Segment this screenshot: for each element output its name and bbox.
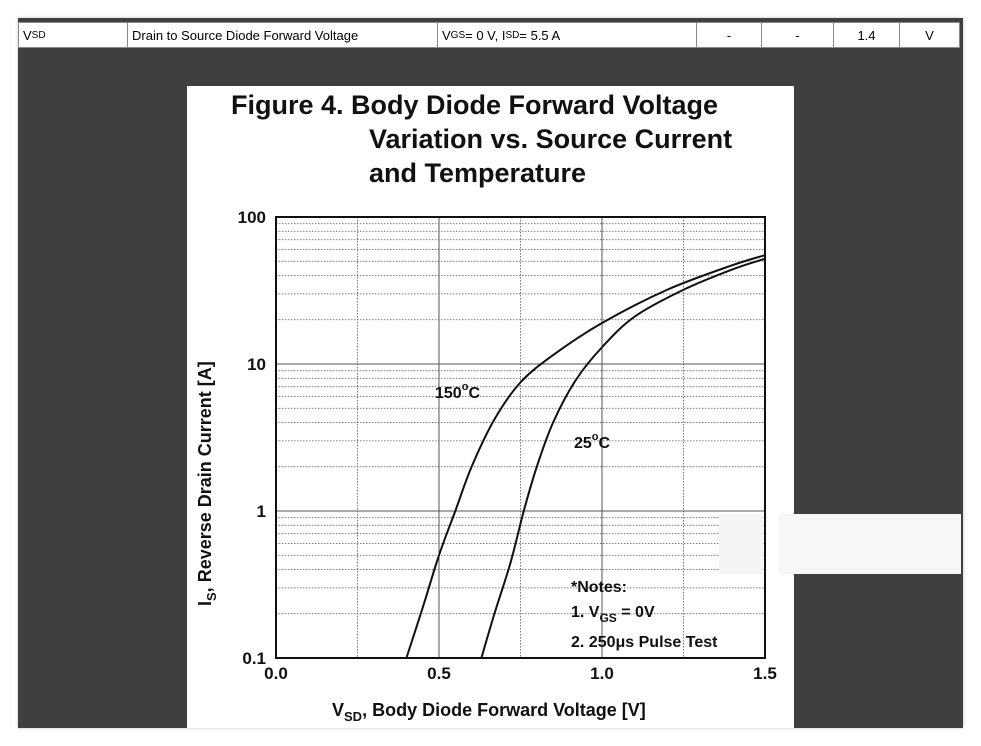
y-tick-label: 100	[238, 208, 266, 227]
figure-title-line-1: Figure 4. Body Diode Forward Voltage	[231, 90, 719, 120]
unit-cell: V	[900, 23, 959, 47]
symbol-cell: V SD	[19, 23, 128, 47]
parameter-text: Drain to Source Diode Forward Voltage	[132, 27, 359, 43]
figure-title-line-2: Variation vs. Source Current	[369, 124, 733, 154]
cond-b-sub: SD	[505, 29, 520, 41]
note-2: 2. 250μs Pulse Test	[571, 634, 718, 651]
cond-b: = 0 V, I	[465, 27, 506, 43]
scan-artifact-right	[779, 514, 961, 574]
x-tick-label: 0.0	[264, 664, 288, 683]
minor-gridlines	[276, 217, 765, 658]
y-axis-title: IS, Reverse Drain Current [A]	[195, 361, 219, 606]
unit-value: V	[925, 27, 934, 43]
cond-c: = 5.5 A	[519, 27, 561, 43]
x-tick-labels: 0.0 0.5 1.0 1.5	[264, 664, 777, 683]
note-1: 1. VGS = 0V	[571, 604, 655, 625]
typ-value: -	[795, 27, 800, 43]
y-tick-labels: 0.1 1 10 100	[238, 208, 266, 668]
series-line-150c	[405, 254, 766, 659]
series-line-25c	[480, 257, 766, 659]
max-cell: 1.4	[834, 23, 900, 47]
series-label-25c: 25oC	[574, 431, 611, 452]
symbol-main: V	[23, 27, 32, 43]
scan-artifact-left	[719, 514, 763, 574]
series-label-150c: 150oC	[435, 381, 480, 402]
conditions-cell: V GS = 0 V, I SD = 5.5 A	[438, 23, 697, 47]
x-axis-title: VSD, Body Diode Forward Voltage [V]	[332, 700, 646, 724]
x-tick-label: 0.5	[427, 664, 451, 683]
notes-header: *Notes:	[571, 579, 627, 596]
typ-cell: -	[762, 23, 834, 47]
figure-title-line-3: and Temperature	[369, 158, 587, 188]
x-tick-label: 1.0	[590, 664, 614, 683]
symbol-sub: SD	[31, 29, 46, 41]
plot-frame	[275, 216, 766, 659]
y-tick-label: 10	[247, 355, 266, 374]
y-tick-label: 0.1	[242, 649, 266, 668]
cond-a: V	[442, 27, 451, 43]
max-value: 1.4	[857, 27, 876, 43]
parameter-cell: Drain to Source Diode Forward Voltage	[128, 23, 438, 47]
x-tick-label: 1.5	[753, 664, 777, 683]
y-tick-label: 1	[257, 502, 266, 521]
series-layer	[405, 254, 766, 659]
cond-a-sub: GS	[450, 29, 466, 41]
figure-page: Figure 4. Body Diode Forward Voltage Var…	[187, 86, 794, 728]
spec-table-row: V SD Drain to Source Diode Forward Voltag…	[18, 22, 960, 48]
diode-chart: 0.0 0.5 1.0 1.5 0.1 1 10 100 150oC 25oC *Notes…	[195, 208, 777, 724]
major-gridlines	[276, 217, 765, 658]
min-cell: -	[697, 23, 762, 47]
min-value: -	[726, 27, 732, 43]
